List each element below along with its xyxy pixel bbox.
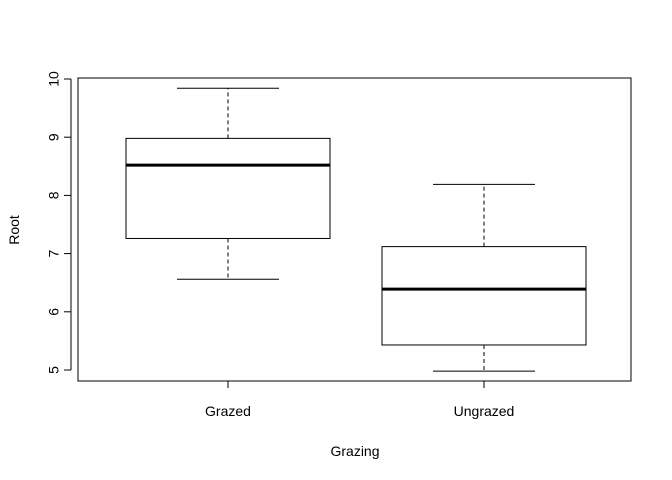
y-axis: 5 6 7 8 9 10 [46,71,72,374]
boxes [125,87,587,372]
box-group [125,87,331,280]
box-group [381,183,587,372]
y-axis-label: Root [6,215,22,245]
plot-frame [77,77,632,382]
x-axis: Grazed Ungrazed [205,381,514,419]
box-iqr [381,246,587,346]
y-tick-label: 9 [46,133,62,141]
x-tick-label: Grazed [205,403,251,419]
y-tick-label: 5 [46,366,62,374]
y-tick-label: 7 [46,249,62,257]
y-tick-label: 10 [46,71,62,87]
y-tick-label: 6 [46,308,62,316]
x-axis-label: Grazing [330,443,379,459]
y-tick-label: 8 [46,191,62,199]
x-tick-label: Ungrazed [454,403,515,419]
box-iqr [125,137,331,239]
